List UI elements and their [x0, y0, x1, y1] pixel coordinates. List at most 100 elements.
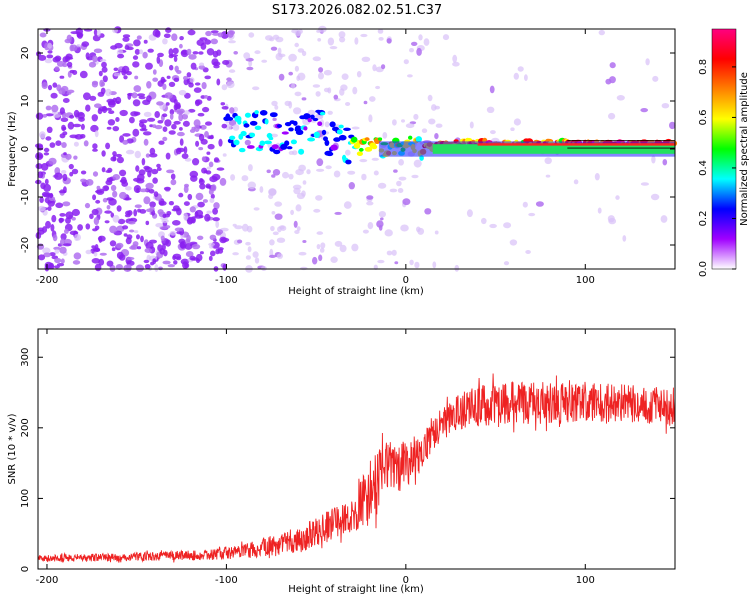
- spectrogram-noise-mark: [378, 224, 383, 231]
- spectrogram-noise-mark: [172, 47, 179, 55]
- snr-y-tick-label: 0: [20, 566, 31, 572]
- spectrogram-noise-mark: [517, 66, 524, 72]
- snr-x-ticks: -200 -100 0 100: [36, 329, 595, 586]
- spectrogram-noise-mark: [248, 60, 253, 67]
- spectrogram-noise-mark: [403, 59, 409, 65]
- spectrogram-signal-mark: [319, 111, 326, 116]
- spectrogram-noise-mark: [91, 81, 98, 88]
- spectrogram-noise-mark: [45, 220, 51, 229]
- spectrogram-noise-mark: [165, 27, 172, 33]
- spectrogram-noise-mark: [188, 82, 194, 88]
- spectrogram-noise-mark: [193, 87, 202, 93]
- spectrogram-noise-mark: [145, 182, 154, 190]
- spectrogram-noise-mark: [181, 50, 188, 55]
- spectrogram-noise-mark: [85, 104, 91, 112]
- spectrogram-noise-mark: [164, 92, 173, 99]
- spectrogram-noise-mark: [202, 199, 208, 203]
- spectrogram-noise-mark: [301, 97, 307, 101]
- spectrogram-noise-mark: [341, 73, 349, 80]
- spectrogram-noise-mark: [198, 147, 204, 151]
- spectrogram-noise-mark: [149, 239, 157, 244]
- spectrogram-noise-mark: [104, 220, 110, 224]
- spectrogram-noise-mark: [132, 55, 139, 60]
- spectrogram-noise-mark: [316, 158, 324, 167]
- spectrogram-noise-mark: [228, 40, 236, 44]
- spectrogram-noise-mark: [105, 88, 112, 97]
- spectrogram-noise-mark: [489, 85, 495, 94]
- spectrogram-noise-mark: [294, 65, 299, 72]
- spectrogram-noise-mark: [216, 167, 225, 171]
- spectrogram-signal-mark: [303, 126, 308, 131]
- spectrogram-noise-mark: [102, 185, 110, 192]
- spectrogram-noise-mark: [59, 246, 67, 254]
- spectrogram-noise-mark: [123, 264, 132, 272]
- spectrogram-noise-mark: [316, 231, 324, 235]
- spectrogram-noise-mark: [98, 70, 103, 77]
- spectrogram-noise-mark: [237, 239, 243, 244]
- spectrogram-noise-mark: [53, 246, 61, 251]
- spectrogram-noise-mark: [269, 248, 274, 257]
- spectrogram-noise-mark: [79, 70, 88, 79]
- spectrogram-noise-mark: [272, 117, 277, 121]
- spectrogram-noise-mark: [183, 201, 190, 207]
- spectrogram-noise-mark: [248, 164, 253, 172]
- spectrogram-noise-mark: [44, 58, 53, 64]
- spectrogram-noise-mark: [160, 216, 168, 221]
- spectrogram-noise-mark: [101, 167, 106, 173]
- spectrogram-noise-mark: [652, 75, 659, 82]
- spectrogram-noise-mark: [136, 187, 140, 193]
- spectrogram-noise-mark: [83, 92, 91, 101]
- spectrogram-noise-mark: [112, 214, 120, 223]
- spectrogram-noise-mark: [69, 69, 75, 74]
- spectrogram-signal-mark: [345, 159, 352, 165]
- spectrogram-noise-mark: [278, 53, 286, 58]
- spectrogram-noise-mark: [71, 168, 79, 175]
- spectrogram-noise-mark: [219, 177, 227, 186]
- spectrogram-noise-mark: [173, 260, 178, 265]
- spectrogram-noise-mark: [106, 260, 114, 267]
- spectrogram-noise-mark: [252, 251, 259, 258]
- spectrogram-y-tick-label: -20: [20, 237, 31, 253]
- spectrogram-signal-mark: [229, 135, 236, 140]
- spectrogram-noise-mark: [270, 46, 278, 51]
- spectrogram-noise-mark: [106, 177, 113, 183]
- spectrogram-noise-mark: [211, 173, 221, 181]
- spectrogram-noise-mark: [407, 74, 413, 78]
- spectrogram-noise-mark: [544, 157, 552, 165]
- spectrogram-noise-mark: [144, 248, 153, 253]
- spectrogram-signal-mark: [290, 139, 297, 145]
- spectrogram-noise-mark: [340, 84, 348, 91]
- spectrogram-noise-mark: [60, 258, 65, 264]
- spectrogram-noise-mark: [186, 234, 191, 243]
- spectrogram-noise-mark: [145, 220, 150, 226]
- spectrogram-noise-mark: [186, 48, 192, 56]
- spectrogram-noise-mark: [363, 100, 368, 105]
- spectrogram-noise-mark: [45, 105, 52, 111]
- spectrogram-noise-mark: [210, 134, 214, 139]
- spectrogram-noise-mark: [377, 259, 385, 264]
- spectrogram-noise-mark: [124, 186, 132, 191]
- spectrogram-noise-mark: [361, 173, 367, 181]
- spectrogram-signal-mark: [408, 135, 413, 140]
- spectrogram-noise-mark: [145, 62, 153, 70]
- spectrogram-signal-mark: [310, 114, 315, 120]
- spectrogram-noise-mark: [119, 109, 128, 117]
- spectrogram-noise-mark: [189, 128, 196, 133]
- spectrogram-noise-mark: [290, 209, 294, 216]
- spectrogram-signal-mark: [307, 137, 316, 142]
- spectrogram-noise-mark: [101, 66, 108, 73]
- spectrogram-noise-mark: [45, 136, 52, 141]
- spectrogram-noise-mark: [411, 174, 419, 179]
- spectrogram-noise-mark: [150, 261, 155, 266]
- spectrogram-noise-mark: [432, 261, 437, 269]
- spectrogram-noise-mark: [245, 241, 251, 246]
- spectrogram-noise-mark: [138, 95, 146, 100]
- snr-y-tick-label: 200: [20, 418, 31, 437]
- spectrogram-noise-mark: [164, 119, 172, 127]
- spectrogram-noise-mark: [35, 163, 43, 170]
- snr-x-tick-label: -100: [215, 575, 238, 586]
- spectrogram-noise-mark: [63, 186, 67, 194]
- spectrogram-signal-mark: [277, 124, 282, 128]
